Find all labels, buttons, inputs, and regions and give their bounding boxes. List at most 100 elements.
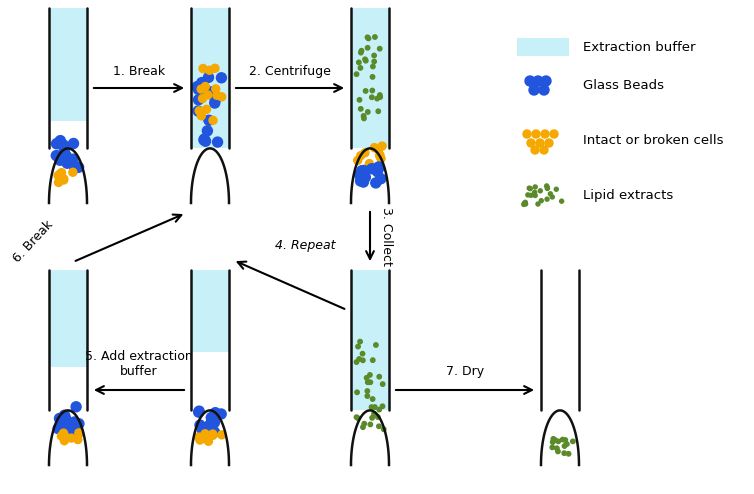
Circle shape bbox=[523, 201, 527, 205]
Circle shape bbox=[531, 146, 539, 154]
Circle shape bbox=[198, 85, 205, 93]
Circle shape bbox=[62, 421, 72, 432]
Circle shape bbox=[368, 380, 372, 384]
Circle shape bbox=[374, 163, 384, 173]
Circle shape bbox=[548, 192, 553, 196]
Circle shape bbox=[209, 117, 217, 124]
Circle shape bbox=[60, 175, 68, 183]
Circle shape bbox=[192, 82, 202, 91]
Circle shape bbox=[202, 105, 210, 113]
Circle shape bbox=[550, 440, 555, 444]
Polygon shape bbox=[191, 8, 229, 148]
Text: Intact or broken cells: Intact or broken cells bbox=[583, 133, 724, 147]
Circle shape bbox=[365, 35, 369, 40]
Circle shape bbox=[366, 110, 370, 114]
Circle shape bbox=[210, 98, 219, 108]
Circle shape bbox=[523, 201, 526, 205]
Circle shape bbox=[195, 406, 204, 416]
Circle shape bbox=[209, 431, 217, 439]
Circle shape bbox=[378, 93, 382, 97]
Circle shape bbox=[363, 89, 368, 93]
Circle shape bbox=[357, 60, 361, 65]
Circle shape bbox=[71, 402, 81, 412]
Circle shape bbox=[59, 140, 69, 150]
Circle shape bbox=[556, 439, 560, 444]
Circle shape bbox=[536, 139, 544, 147]
Circle shape bbox=[550, 130, 558, 138]
Circle shape bbox=[372, 166, 382, 177]
Circle shape bbox=[56, 170, 64, 178]
Polygon shape bbox=[351, 270, 389, 411]
Circle shape bbox=[545, 186, 550, 190]
Circle shape bbox=[205, 87, 215, 97]
Circle shape bbox=[366, 36, 371, 41]
Circle shape bbox=[61, 427, 71, 437]
Circle shape bbox=[210, 95, 220, 105]
Circle shape bbox=[366, 45, 369, 50]
Circle shape bbox=[365, 394, 369, 398]
Circle shape bbox=[545, 139, 553, 147]
Circle shape bbox=[370, 415, 374, 420]
Circle shape bbox=[550, 195, 554, 199]
Circle shape bbox=[199, 135, 209, 145]
Circle shape bbox=[529, 187, 532, 191]
Circle shape bbox=[202, 126, 213, 136]
Circle shape bbox=[382, 427, 386, 431]
Circle shape bbox=[556, 449, 560, 453]
Polygon shape bbox=[191, 270, 229, 352]
Circle shape bbox=[372, 59, 376, 64]
Circle shape bbox=[360, 425, 365, 429]
Text: 5. Add extraction
buffer: 5. Add extraction buffer bbox=[85, 350, 193, 378]
Circle shape bbox=[51, 139, 62, 149]
Circle shape bbox=[198, 112, 205, 120]
Circle shape bbox=[362, 421, 366, 426]
Circle shape bbox=[197, 78, 207, 87]
Circle shape bbox=[536, 202, 540, 206]
Circle shape bbox=[365, 389, 369, 393]
Text: 2. Centrifuge: 2. Centrifuge bbox=[249, 65, 331, 78]
Circle shape bbox=[372, 405, 377, 409]
Circle shape bbox=[372, 412, 376, 416]
Text: Glass Beads: Glass Beads bbox=[583, 79, 664, 91]
Circle shape bbox=[57, 168, 66, 177]
Circle shape bbox=[358, 66, 363, 70]
Circle shape bbox=[378, 46, 382, 51]
Circle shape bbox=[381, 382, 385, 386]
Circle shape bbox=[60, 437, 69, 445]
Circle shape bbox=[361, 114, 366, 118]
Circle shape bbox=[218, 93, 225, 101]
Circle shape bbox=[201, 430, 209, 438]
Circle shape bbox=[195, 107, 204, 115]
Circle shape bbox=[199, 87, 209, 97]
Circle shape bbox=[358, 339, 362, 344]
Circle shape bbox=[533, 185, 537, 189]
Circle shape bbox=[69, 417, 79, 427]
Circle shape bbox=[525, 76, 535, 86]
Text: Lipid extracts: Lipid extracts bbox=[583, 189, 673, 202]
Circle shape bbox=[527, 139, 535, 147]
Circle shape bbox=[210, 411, 220, 420]
Circle shape bbox=[213, 137, 222, 147]
Circle shape bbox=[375, 415, 380, 419]
Circle shape bbox=[369, 405, 374, 410]
Circle shape bbox=[533, 194, 537, 198]
Circle shape bbox=[201, 136, 210, 146]
Circle shape bbox=[360, 48, 363, 53]
Circle shape bbox=[370, 397, 375, 401]
Polygon shape bbox=[49, 8, 87, 121]
Circle shape bbox=[198, 94, 207, 103]
Circle shape bbox=[195, 420, 205, 430]
Text: 3. Collect: 3. Collect bbox=[380, 207, 393, 266]
Circle shape bbox=[364, 375, 369, 380]
Circle shape bbox=[75, 429, 83, 437]
Circle shape bbox=[53, 423, 63, 434]
Circle shape bbox=[532, 130, 540, 138]
Circle shape bbox=[55, 155, 65, 165]
Circle shape bbox=[523, 130, 531, 138]
Circle shape bbox=[61, 151, 71, 161]
Circle shape bbox=[354, 72, 359, 77]
Circle shape bbox=[51, 151, 61, 161]
Circle shape bbox=[377, 408, 382, 412]
Circle shape bbox=[360, 172, 370, 182]
Circle shape bbox=[554, 187, 558, 191]
